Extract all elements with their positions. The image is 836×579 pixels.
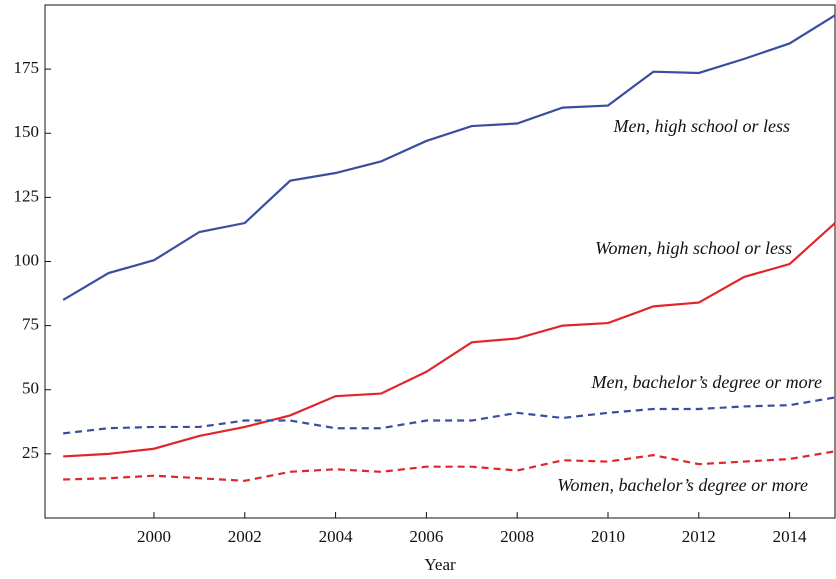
y-tick-label: 50 <box>22 379 39 398</box>
series-annotation: Women, bachelor’s degree or more <box>557 475 808 495</box>
series-annotation: Women, high school or less <box>595 238 792 258</box>
x-tick-label: 2012 <box>682 527 716 546</box>
series-line <box>62 14 836 301</box>
x-tick-label: 2002 <box>228 527 262 546</box>
x-tick-label: 2010 <box>591 527 625 546</box>
y-tick-label: 75 <box>22 315 39 334</box>
x-tick-label: 2006 <box>409 527 443 546</box>
series-line <box>63 450 836 482</box>
series-annotation: Men, bachelor’s degree or more <box>591 372 822 392</box>
plot-frame <box>44 4 836 519</box>
x-tick-label: 2004 <box>319 527 354 546</box>
series-line <box>63 396 836 435</box>
y-tick-label: 125 <box>14 186 40 205</box>
series-line <box>63 222 836 458</box>
y-tick-label: 100 <box>14 250 40 269</box>
series-annotation: Men, high school or less <box>613 116 790 136</box>
y-tick-label: 175 <box>14 58 40 77</box>
x-tick-label: 2000 <box>137 527 171 546</box>
x-axis-label: Year <box>424 555 456 574</box>
x-tick-label: 2014 <box>773 527 808 546</box>
y-tick-label: 150 <box>14 122 40 141</box>
y-tick-label: 25 <box>22 443 39 462</box>
x-tick-label: 2008 <box>500 527 534 546</box>
